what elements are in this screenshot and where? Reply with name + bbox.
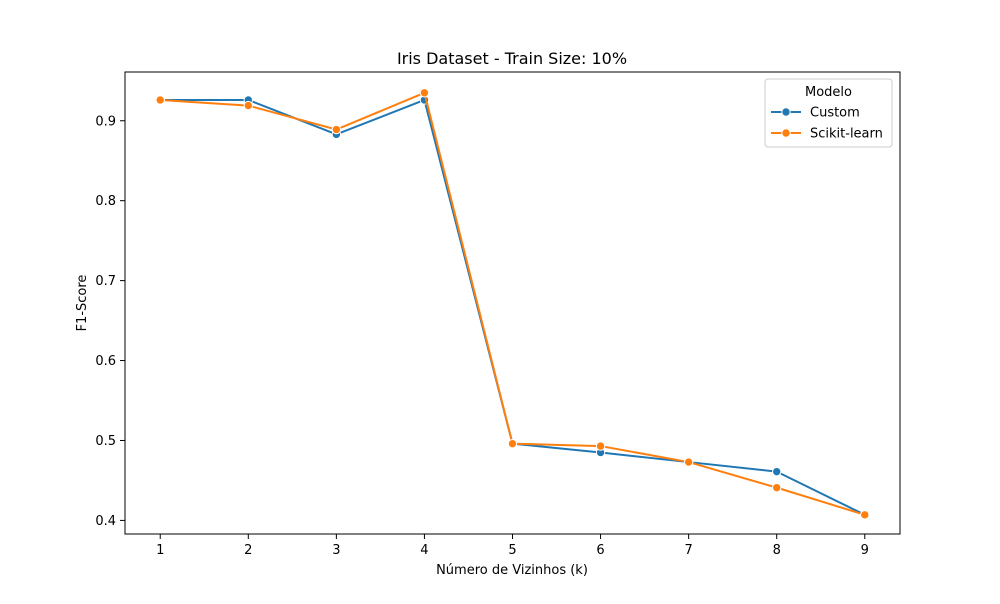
legend-marker [781,128,791,138]
data-point [772,466,782,477]
data-point [683,457,694,467]
y-tick-label: 0.5 [95,434,116,449]
x-tick-label: 7 [684,543,692,558]
legend-title: Modelo [805,85,852,100]
x-tick-label: 2 [244,543,252,558]
x-axis-label: Número de Vizinhos (k) [436,563,588,578]
data-point [860,510,870,520]
legend: Modelo Custom Scikit-learn [764,78,893,148]
y-tick-label: 0.4 [95,514,116,529]
x-tick-label: 8 [773,543,781,558]
data-point [507,438,518,449]
y-axis-label: F1-Score [75,275,90,332]
y-tick-label: 0.8 [95,194,116,209]
x-tick-label: 4 [420,543,428,558]
legend-label: Scikit-learn [810,127,883,142]
chart-title: Iris Dataset - Train Size: 10% [397,49,627,68]
data-point [155,95,165,105]
y-tick-label: 0.6 [95,354,116,369]
plot-area [124,71,901,535]
data-point [595,441,606,451]
legend-box [764,78,893,148]
data-point [243,100,253,111]
legend-item: Custom [771,106,860,121]
y-axis-ticks: 0.4 0.5 0.6 0.7 0.8 0.9 [95,114,125,529]
x-tick-label: 9 [861,543,869,558]
x-axis-ticks: 1 2 3 4 5 6 7 8 9 [156,534,869,558]
legend-marker [781,107,791,117]
y-tick-label: 0.9 [95,114,116,129]
x-tick-label: 3 [332,543,340,558]
x-tick-label: 5 [508,543,516,558]
x-tick-label: 1 [156,543,164,558]
legend-item: Scikit-learn [771,127,883,142]
legend-label: Custom [810,106,860,121]
data-point [419,88,430,98]
x-tick-label: 6 [596,543,604,558]
data-point [772,482,782,493]
plot-frame [124,71,901,535]
series-1 [155,88,870,520]
y-tick-label: 0.7 [95,274,116,289]
series-layer [155,88,870,520]
data-point [331,124,342,135]
